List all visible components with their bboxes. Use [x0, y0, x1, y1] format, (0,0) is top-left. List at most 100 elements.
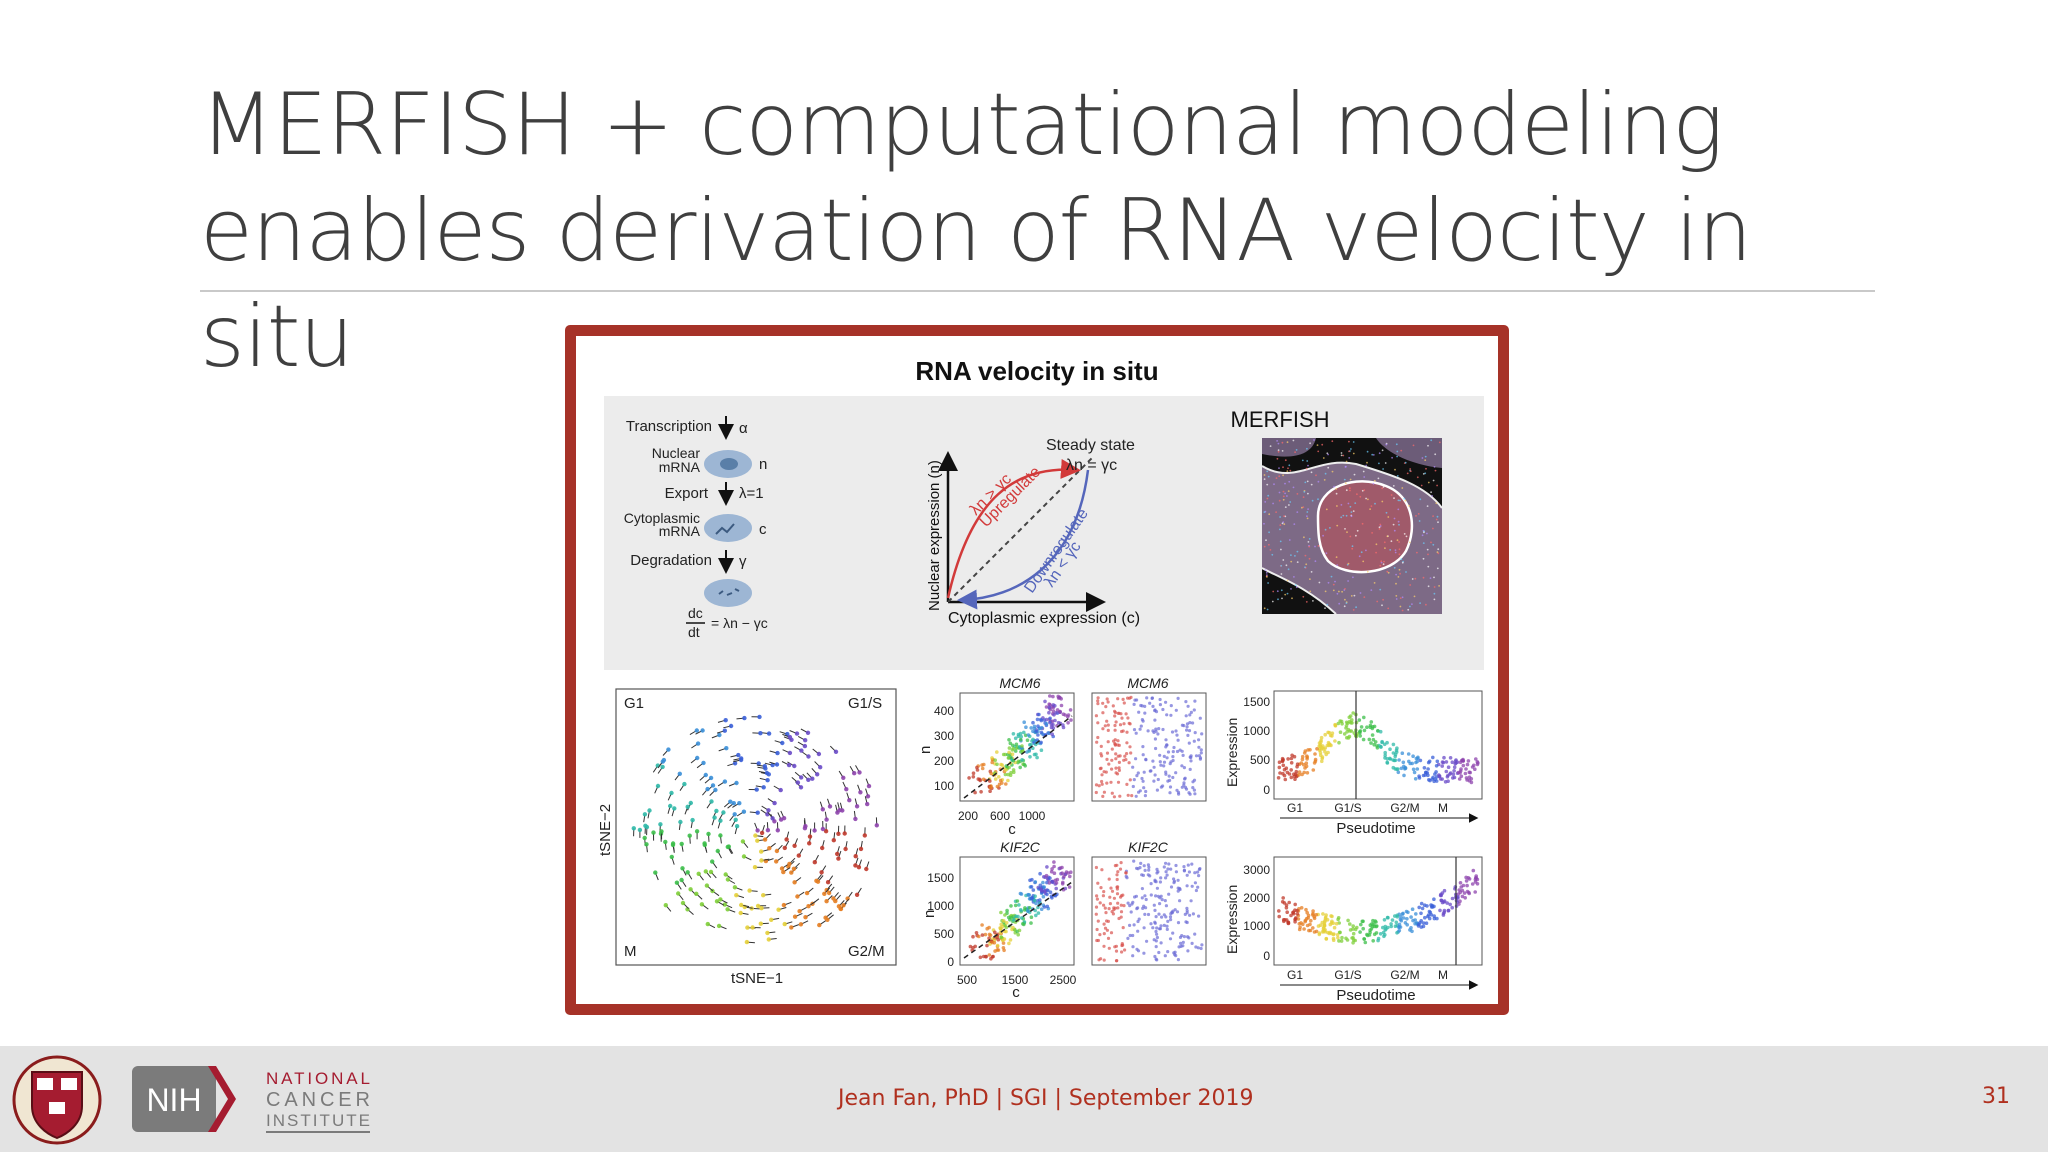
texture-dot [819, 870, 824, 875]
texture-dot [1438, 585, 1440, 587]
mcm6p-ytick-500: 500 [1250, 753, 1270, 767]
texture-dot [1104, 705, 1108, 709]
texture-dot [1146, 863, 1150, 867]
texture-dot [1382, 598, 1384, 601]
texture-dot [1159, 876, 1163, 880]
texture-dot [1142, 951, 1146, 955]
texture-dot [1416, 476, 1419, 479]
texture-dot [1166, 919, 1170, 924]
texture-dot [1426, 914, 1430, 919]
texture-dot [1436, 551, 1439, 553]
texture-dot [1133, 895, 1137, 899]
texture-dot [1326, 603, 1329, 606]
texture-dot [659, 829, 664, 834]
kif2c-cells: KIF2C [1091, 839, 1207, 966]
texture-dot [1421, 534, 1424, 537]
texture-dot [1427, 444, 1429, 447]
texture-dot [1435, 916, 1439, 921]
texture-dot [1362, 470, 1365, 473]
texture-dot [731, 801, 736, 806]
texture-dot [1011, 925, 1015, 930]
texture-dot [1094, 783, 1099, 787]
texture-dot [1320, 759, 1324, 764]
texture-dot [736, 752, 741, 758]
texture-dot [1457, 777, 1462, 781]
texture-dot [1099, 886, 1103, 890]
texture-dot [1192, 739, 1196, 743]
texture-dot [1028, 755, 1032, 759]
texture-dot [1004, 782, 1008, 786]
texture-dot [1164, 700, 1168, 704]
texture-dot [1346, 736, 1351, 740]
texture-dot [1159, 763, 1163, 767]
texture-dot [1446, 908, 1451, 913]
texture-dot [1167, 892, 1171, 896]
texture-dot [988, 779, 992, 783]
texture-dot [1143, 868, 1147, 873]
texture-dot [1388, 747, 1392, 751]
texture-dot [1113, 945, 1117, 949]
texture-dot [1413, 777, 1418, 781]
texture-dot [1317, 741, 1322, 745]
texture-dot [1176, 921, 1181, 925]
texture-dot [1007, 746, 1012, 750]
texture-dot [1454, 758, 1458, 762]
texture-dot [1152, 903, 1156, 907]
texture-dot [1376, 938, 1380, 943]
texture-dot [1307, 541, 1310, 543]
texture-dot [1189, 755, 1193, 760]
texture-dot [1285, 910, 1289, 914]
texture-dot [703, 772, 708, 778]
texture-dot [1369, 741, 1373, 745]
texture-dot [1276, 776, 1281, 780]
texture-dot [1427, 585, 1430, 588]
texture-dot [1362, 560, 1365, 563]
texture-dot [812, 860, 817, 865]
texture-dot [1348, 457, 1351, 459]
texture-dot [1409, 470, 1412, 473]
texture-dot [1422, 473, 1425, 475]
texture-dot [1404, 499, 1407, 502]
texture-dot [1349, 729, 1354, 733]
texture-dot [795, 894, 800, 899]
texture-dot [1142, 786, 1146, 790]
texture-dot [1050, 867, 1054, 871]
texture-dot [789, 870, 794, 875]
texture-dot [1276, 457, 1279, 460]
texture-dot [713, 787, 718, 793]
texture-dot [1182, 935, 1186, 939]
texture-dot [1108, 902, 1112, 906]
texture-dot [1355, 606, 1357, 609]
texture-dot [1032, 898, 1037, 903]
texture-dot [1291, 597, 1293, 600]
texture-dot [1003, 772, 1008, 777]
texture-dot [1305, 467, 1308, 470]
texture-dot [778, 817, 784, 822]
tsne-g1s: G1/S [848, 695, 882, 712]
texture-dot [1328, 930, 1332, 935]
texture-dot [866, 783, 872, 789]
texture-dot [1314, 545, 1316, 548]
texture-dot [1474, 757, 1478, 761]
texture-dot [1063, 713, 1067, 717]
texture-dot [1367, 498, 1369, 501]
texture-dot [1185, 725, 1189, 729]
texture-dot [1345, 514, 1348, 517]
texture-dot [1190, 884, 1194, 888]
texture-dot [1153, 708, 1157, 712]
texture-dot [728, 723, 734, 729]
texture-dot [1374, 502, 1376, 505]
texture-dot [1324, 607, 1326, 609]
texture-dot [786, 762, 792, 768]
texture-dot [642, 835, 647, 841]
texture-dot [1290, 554, 1292, 556]
texture-dot [1278, 771, 1282, 775]
texture-dot [1398, 541, 1400, 543]
texture-dot [1189, 899, 1193, 903]
texture-dot [688, 800, 693, 806]
harvard-shield-logo [12, 1055, 102, 1145]
texture-dot [1148, 701, 1152, 705]
texture-dot [1127, 761, 1131, 765]
texture-dot [1422, 766, 1427, 770]
texture-dot [999, 922, 1003, 927]
